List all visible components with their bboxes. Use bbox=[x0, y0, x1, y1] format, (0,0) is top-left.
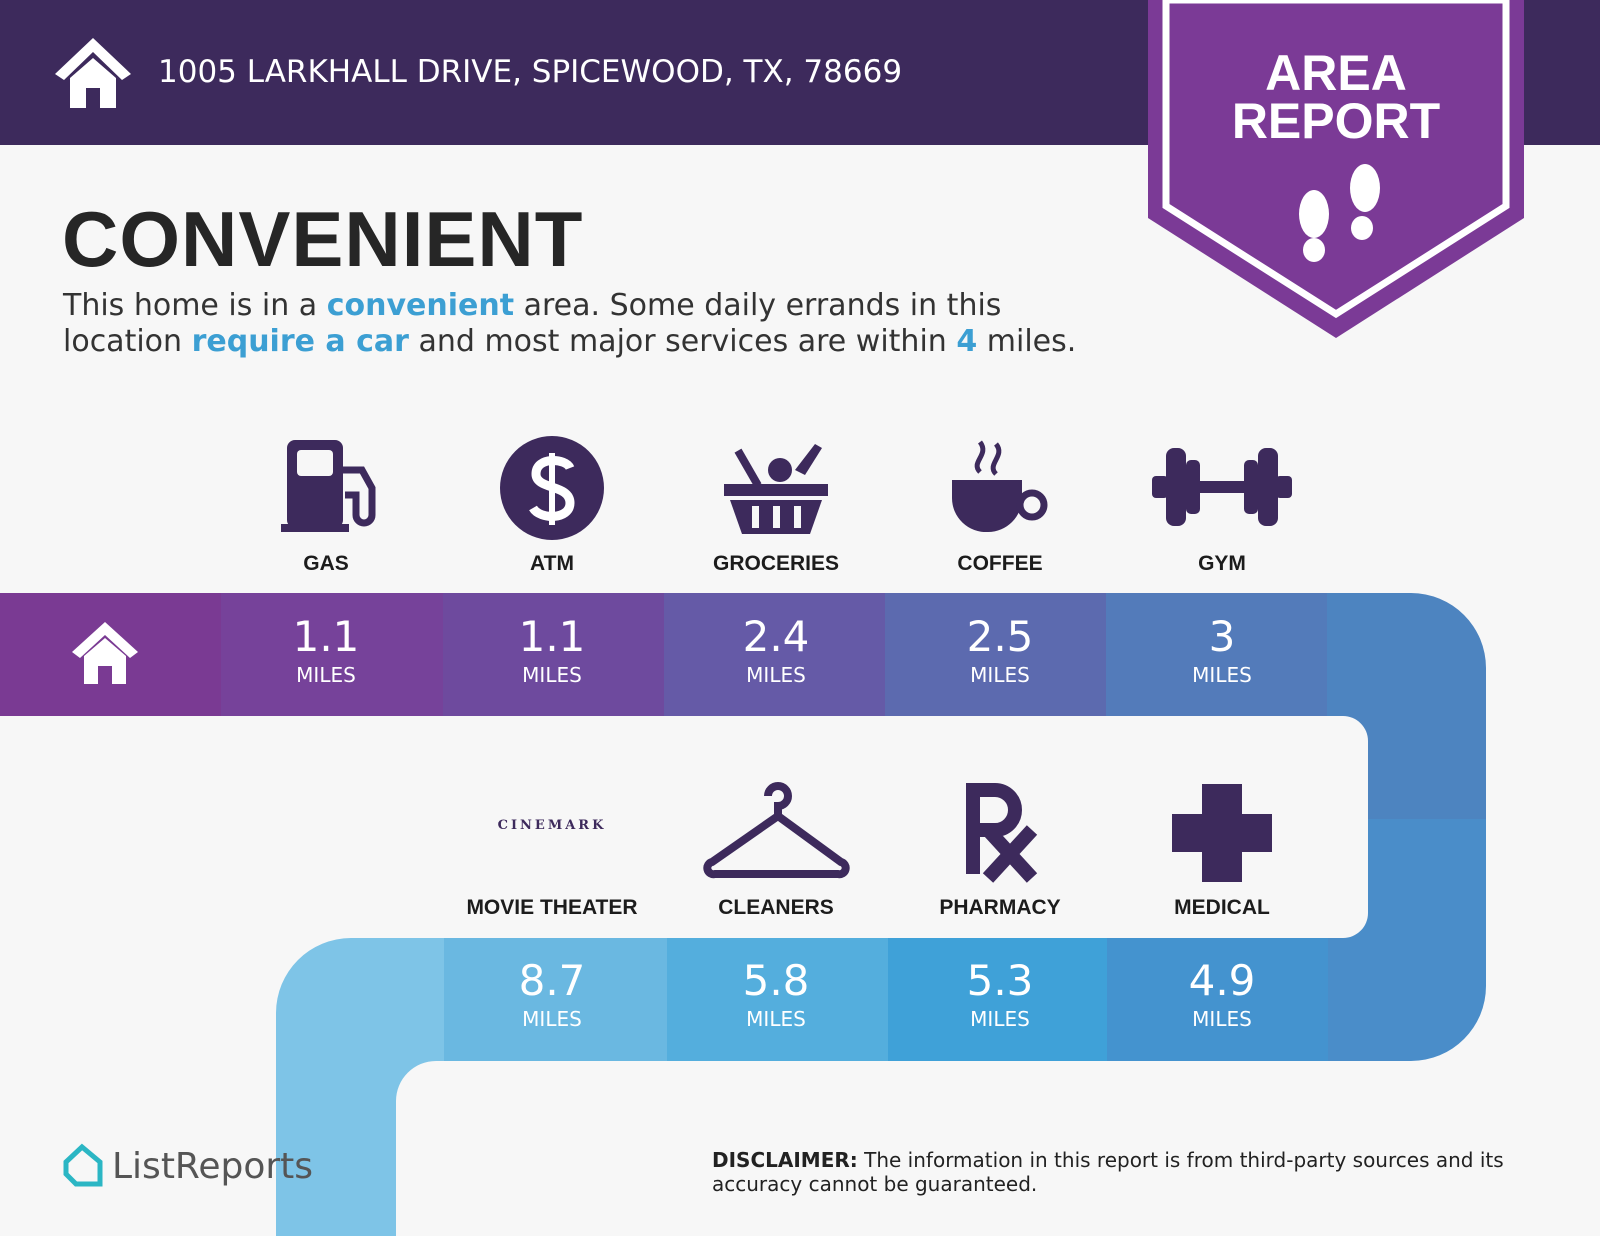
gym-icon bbox=[1152, 448, 1292, 526]
band-house-icon bbox=[72, 622, 138, 684]
amenity-distance: 2.4 bbox=[742, 612, 810, 661]
amenity-distance: 1.1 bbox=[292, 612, 360, 661]
atm-icon bbox=[500, 436, 604, 540]
badge-line: REPORT bbox=[1231, 93, 1441, 149]
hanger-icon bbox=[703, 782, 850, 879]
disclaimer-label: DISCLAIMER: bbox=[712, 1148, 858, 1172]
pharmacy-icon bbox=[966, 783, 1038, 883]
band-cell bbox=[664, 593, 885, 716]
amenity-unit: MILES bbox=[522, 663, 582, 687]
amenity-unit: MILES bbox=[296, 663, 356, 687]
band-cell bbox=[1106, 938, 1328, 1061]
description-text: and most major services are within bbox=[408, 324, 957, 359]
amenity-label: COFFEE bbox=[957, 552, 1043, 575]
footprints-icon bbox=[1299, 164, 1380, 262]
brand-logo-icon bbox=[63, 1143, 103, 1187]
band-curve bbox=[1327, 593, 1486, 820]
amenity-logo: CINEMARK bbox=[497, 818, 607, 833]
description-line: location require a car and most major se… bbox=[63, 324, 1076, 359]
groceries-icon bbox=[724, 444, 828, 534]
amenity-label: CLEANERS bbox=[718, 896, 834, 919]
header-house-icon bbox=[55, 38, 131, 108]
band-cell bbox=[666, 938, 888, 1061]
description-text: area. Some daily errands in this bbox=[514, 288, 1002, 323]
amenity-unit: MILES bbox=[522, 1007, 582, 1031]
band-cell bbox=[885, 593, 1106, 716]
amenity-unit: MILES bbox=[1192, 663, 1252, 687]
amenity-distance: 5.8 bbox=[742, 956, 810, 1005]
amenity-distance: 8.7 bbox=[518, 956, 586, 1005]
description-line: This home is in a convenient area. Some … bbox=[63, 288, 1001, 323]
band-curve bbox=[276, 938, 444, 1236]
amenity-label: GYM bbox=[1198, 552, 1246, 575]
amenity-unit: MILES bbox=[746, 1007, 806, 1031]
description-text: location bbox=[63, 324, 192, 359]
band-cell bbox=[887, 938, 1107, 1061]
band-cell bbox=[221, 593, 443, 716]
description-emphasis: 4 bbox=[956, 324, 978, 359]
amenity-distance: 4.9 bbox=[1188, 956, 1256, 1005]
description-text: miles. bbox=[977, 324, 1077, 359]
title: CONVENIENT bbox=[62, 195, 584, 283]
coffee-icon bbox=[952, 440, 1048, 533]
amenity-label: MEDICAL bbox=[1174, 896, 1270, 919]
amenity-unit: MILES bbox=[970, 1007, 1030, 1031]
amenity-unit: MILES bbox=[1192, 1007, 1252, 1031]
disclaimer-text: The information in this report is from t… bbox=[712, 1148, 1504, 1196]
band-cell bbox=[1106, 593, 1328, 716]
band-cell bbox=[443, 938, 667, 1061]
amenity-unit: MILES bbox=[970, 663, 1030, 687]
gas-icon bbox=[281, 440, 376, 532]
brand: ListReports bbox=[112, 1146, 314, 1187]
description-emphasis: require a car bbox=[191, 324, 409, 359]
amenity-label: GAS bbox=[303, 552, 349, 575]
address: 1005 LARKHALL DRIVE, SPICEWOOD, TX, 7866… bbox=[158, 54, 903, 90]
amenity-distance: 3 bbox=[1208, 612, 1236, 661]
amenity-unit: MILES bbox=[746, 663, 806, 687]
badge-line: AREA bbox=[1265, 45, 1407, 101]
amenity-distance: 5.3 bbox=[966, 956, 1034, 1005]
amenity-label: GROCERIES bbox=[712, 552, 840, 575]
description-text: This home is in a bbox=[63, 288, 327, 323]
medical-icon bbox=[1172, 784, 1272, 882]
description-emphasis: convenient bbox=[326, 288, 515, 323]
amenity-distance: 2.5 bbox=[966, 612, 1034, 661]
amenity-distance: 1.1 bbox=[518, 612, 586, 661]
badge-border bbox=[1162, 0, 1510, 319]
band-cell bbox=[443, 593, 664, 716]
amenity-label: ATM bbox=[530, 552, 574, 575]
amenity-label: MOVIE THEATER bbox=[466, 896, 638, 919]
disclaimer: DISCLAIMER: The information in this repo… bbox=[712, 1148, 1552, 1196]
band-curve bbox=[1327, 819, 1486, 1061]
amenity-label: PHARMACY bbox=[939, 896, 1061, 919]
